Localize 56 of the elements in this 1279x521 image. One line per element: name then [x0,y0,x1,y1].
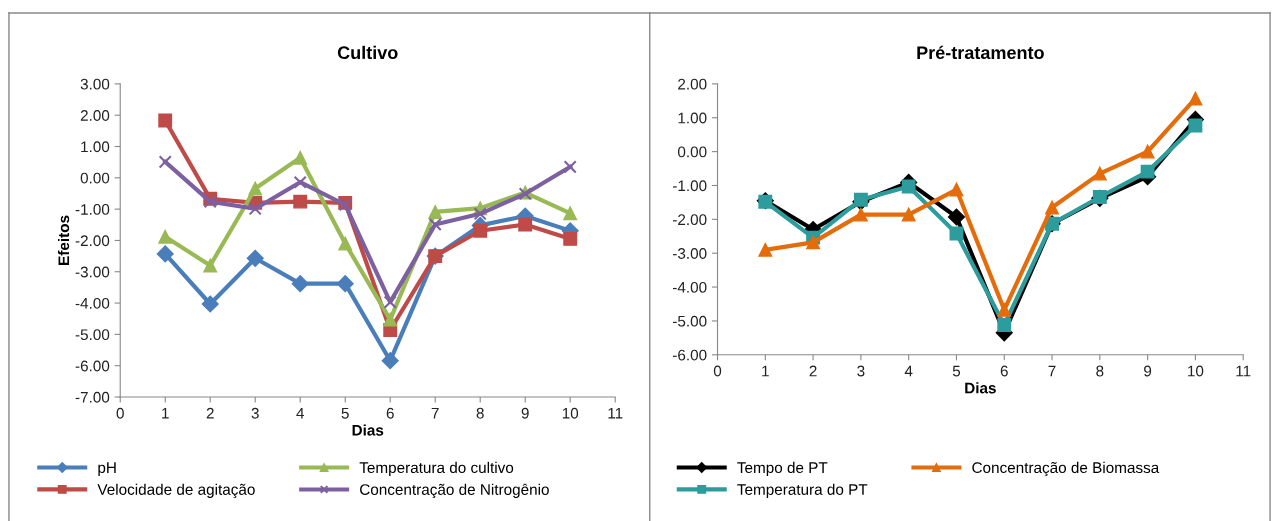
x-tick-label: 5 [952,365,961,377]
y-tick-label: 0.00 [80,172,110,184]
x-axis-title: Dias [965,382,996,394]
y-tick-label: 3.00 [80,78,110,90]
legend-label: Velocidade de agitação [97,483,255,498]
y-tick-label: 1.00 [678,112,707,124]
x-tick-label: 1 [762,365,769,377]
legend-label: Temperatura do PT [737,483,868,498]
x-tick-label: 8 [476,407,484,419]
x-tick-label: 6 [1000,365,1008,377]
y-tick-label: -2.00 [672,214,707,226]
x-tick-label: 7 [431,407,439,419]
y-tick-label: -3.00 [75,266,110,278]
x-tick-label: 6 [386,407,394,419]
x-tick-label: 0 [713,365,722,377]
x-tick-label: 7 [1048,365,1056,377]
y-tick-label: -6.00 [75,360,110,372]
y-tick-label: -4.00 [672,281,707,293]
x-tick-label: 3 [251,407,259,419]
legend-label: Temperatura do cultivo [359,461,514,477]
x-tick-label: 4 [904,365,913,377]
y-tick-label: -5.00 [672,315,707,327]
x-tick-label: 5 [341,407,349,419]
legend-label: pH [98,462,116,477]
x-tick-label: 8 [1096,365,1104,377]
y-tick-label: -6.00 [672,349,707,361]
chart-title: Cultivo [337,45,398,60]
y-tick-label: 0.00 [677,146,707,158]
x-axis-title: Dias [352,424,384,436]
y-tick-label: 2.00 [80,110,110,121]
x-tick-label: 11 [608,407,623,419]
chart-title: Pré-tratamento [917,45,1044,60]
y-axis-title: Efeitos [57,215,70,265]
x-tick-label: 11 [1236,365,1251,377]
x-tick-label: 3 [857,365,865,377]
legend-label: Concentração de Biomassa [972,461,1160,477]
x-tick-label: 4 [296,407,305,419]
y-tick-label: 2.00 [678,78,707,90]
y-tick-label: -1.00 [672,180,707,192]
y-tick-label: 1.00 [81,141,110,153]
x-tick-label: 2 [809,365,817,377]
x-tick-label: 9 [521,407,529,419]
y-tick-label: -5.00 [75,329,110,341]
x-tick-label: 2 [206,407,214,419]
legend-label: Tempo de PT [737,461,828,477]
x-tick-label: 10 [1188,365,1204,377]
y-tick-label: -2.00 [75,235,110,247]
x-tick-label: 0 [116,407,124,419]
y-tick-label: -1.00 [75,204,110,215]
legend-label: Concentração de Nitrogênio [360,483,549,499]
x-tick-label: 1 [162,407,169,419]
y-tick-label: -4.00 [75,297,110,309]
x-tick-label: 10 [562,407,579,419]
y-tick-label: -3.00 [672,248,707,259]
y-tick-label: -7.00 [75,391,110,403]
x-tick-label: 9 [1144,365,1152,377]
